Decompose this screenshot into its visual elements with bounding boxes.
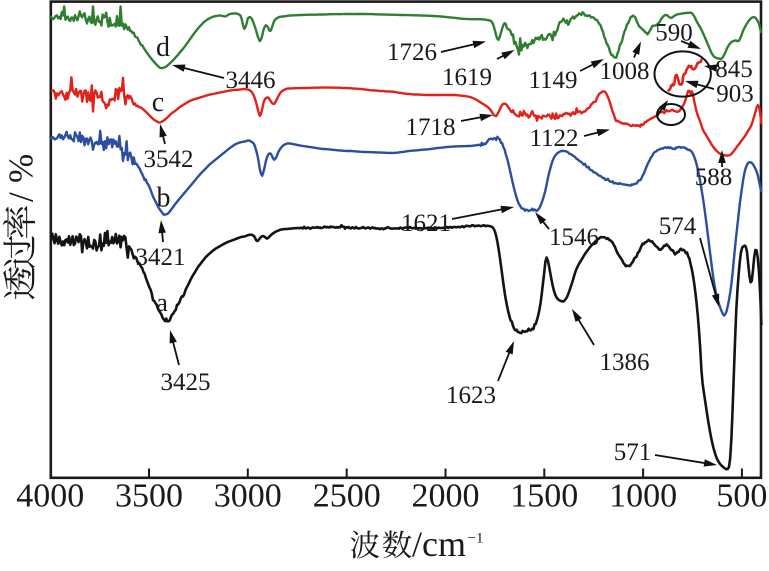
svg-text:1718: 1718 xyxy=(406,114,456,141)
svg-text:/: / xyxy=(2,192,41,202)
svg-text:574: 574 xyxy=(659,213,697,240)
svg-text:1149: 1149 xyxy=(528,67,577,94)
svg-text:4000: 4000 xyxy=(16,478,84,515)
svg-text:590: 590 xyxy=(655,20,693,47)
svg-text:1621: 1621 xyxy=(401,210,451,237)
svg-text:1122: 1122 xyxy=(529,125,578,152)
svg-text:1619: 1619 xyxy=(442,64,492,91)
svg-text:3542: 3542 xyxy=(144,146,194,173)
svg-text:%: % xyxy=(2,154,41,183)
svg-text:3446: 3446 xyxy=(226,67,276,94)
svg-text:1500: 1500 xyxy=(510,478,578,515)
svg-text:903: 903 xyxy=(716,81,754,108)
svg-text:a: a xyxy=(156,288,168,317)
svg-text:1008: 1008 xyxy=(600,58,650,85)
svg-text:d: d xyxy=(156,32,170,63)
svg-text:845: 845 xyxy=(715,56,753,83)
svg-text:c: c xyxy=(152,87,164,118)
svg-text:500: 500 xyxy=(716,478,767,515)
svg-text:1726: 1726 xyxy=(387,39,437,66)
svg-text:3000: 3000 xyxy=(214,478,282,515)
svg-text:3421: 3421 xyxy=(136,244,186,271)
svg-text:1386: 1386 xyxy=(600,349,650,376)
svg-text:1546: 1546 xyxy=(549,224,599,251)
svg-text:588: 588 xyxy=(695,164,733,191)
svg-text:3500: 3500 xyxy=(115,478,183,515)
svg-text:/cm: /cm xyxy=(412,524,466,564)
svg-text:−1: −1 xyxy=(468,531,484,547)
svg-text:571: 571 xyxy=(614,439,652,466)
svg-text:3425: 3425 xyxy=(161,369,211,396)
svg-text:1000: 1000 xyxy=(609,478,677,515)
svg-text:b: b xyxy=(157,183,171,214)
svg-text:2500: 2500 xyxy=(313,478,381,515)
svg-text:2000: 2000 xyxy=(412,478,480,515)
svg-text:1623: 1623 xyxy=(446,382,496,409)
